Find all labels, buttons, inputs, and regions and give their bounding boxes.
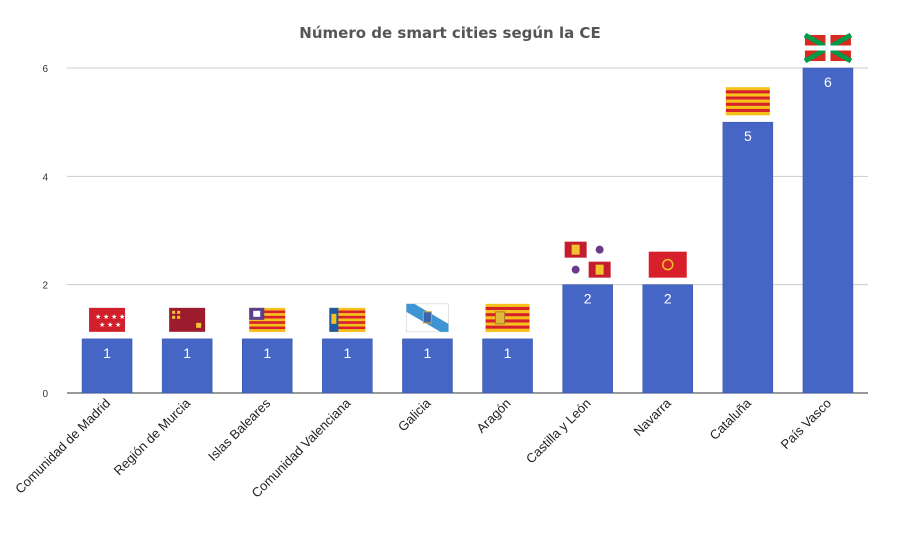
category-label: País Vasco xyxy=(778,396,834,452)
data-label: 6 xyxy=(824,74,832,90)
data-label: 1 xyxy=(183,345,191,361)
category-label: Cataluña xyxy=(707,395,755,443)
data-label: 1 xyxy=(343,345,351,361)
category-label: Región de Murcia xyxy=(111,395,194,478)
bar xyxy=(802,67,854,394)
murcia-flag-icon xyxy=(169,307,206,332)
category-label: Islas Baleares xyxy=(205,395,274,464)
data-label: 5 xyxy=(744,128,752,144)
baleares-flag-icon xyxy=(249,307,286,333)
svg-text:★: ★ xyxy=(95,313,101,321)
bar xyxy=(642,284,693,394)
pais-vasco-flag-icon xyxy=(803,32,853,64)
data-label: 1 xyxy=(504,345,512,361)
y-tick-label: 4 xyxy=(42,172,48,183)
data-label: 1 xyxy=(424,345,432,361)
bar xyxy=(562,284,613,394)
y-tick-label: 0 xyxy=(42,389,48,400)
bar xyxy=(402,338,453,394)
navarra-flag-icon xyxy=(648,251,687,278)
data-label: 2 xyxy=(584,291,592,307)
y-tick-label: 6 xyxy=(42,64,48,75)
bar xyxy=(81,338,133,394)
data-label: 2 xyxy=(664,291,672,307)
bar xyxy=(322,338,373,394)
svg-text:★: ★ xyxy=(111,313,117,321)
bar xyxy=(161,338,213,394)
bar xyxy=(482,338,533,394)
bar xyxy=(242,338,293,394)
svg-text:★: ★ xyxy=(103,313,109,321)
cataluna-flag-icon xyxy=(725,87,770,116)
y-tick-label: 2 xyxy=(42,281,48,292)
valencia-flag-icon xyxy=(329,307,366,333)
aragon-flag-icon xyxy=(485,303,530,333)
svg-text:★: ★ xyxy=(107,321,113,329)
chart-title: Número de smart cities según la CE xyxy=(299,24,601,42)
madrid-flag-icon: ★ ★ ★ ★★ ★ ★ xyxy=(89,307,125,332)
svg-text:★: ★ xyxy=(115,321,121,329)
category-label: Aragón xyxy=(473,396,513,436)
category-label: Comunidad de Madrid xyxy=(12,396,113,497)
svg-text:★: ★ xyxy=(99,321,105,329)
category-label: Castilla y León xyxy=(523,396,594,467)
castilla-leon-flag-icon xyxy=(564,241,611,278)
svg-text:★: ★ xyxy=(119,313,125,321)
bar xyxy=(722,121,774,394)
category-label: Galicia xyxy=(395,395,434,434)
category-label: Navarra xyxy=(631,395,675,439)
data-label: 1 xyxy=(263,345,271,361)
data-label: 1 xyxy=(103,345,111,361)
galicia-flag-icon xyxy=(406,303,449,333)
